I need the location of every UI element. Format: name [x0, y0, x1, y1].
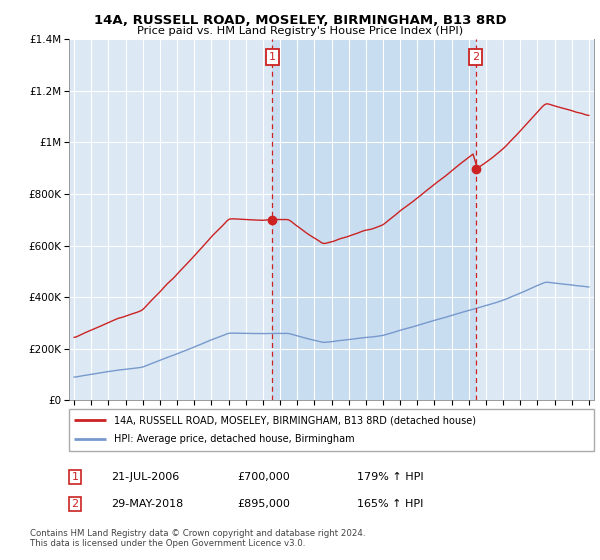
Text: Contains HM Land Registry data © Crown copyright and database right 2024.
This d: Contains HM Land Registry data © Crown c… [30, 529, 365, 548]
Text: 14A, RUSSELL ROAD, MOSELEY, BIRMINGHAM, B13 8RD: 14A, RUSSELL ROAD, MOSELEY, BIRMINGHAM, … [94, 14, 506, 27]
Text: 21-JUL-2006: 21-JUL-2006 [111, 472, 179, 482]
Text: 29-MAY-2018: 29-MAY-2018 [111, 499, 183, 509]
Text: £700,000: £700,000 [237, 472, 290, 482]
Text: 1: 1 [71, 472, 79, 482]
Text: 179% ↑ HPI: 179% ↑ HPI [357, 472, 424, 482]
Bar [272, 39, 476, 400]
Text: 165% ↑ HPI: 165% ↑ HPI [357, 499, 424, 509]
Text: 14A, RUSSELL ROAD, MOSELEY, BIRMINGHAM, B13 8RD (detached house): 14A, RUSSELL ROAD, MOSELEY, BIRMINGHAM, … [113, 415, 476, 425]
Text: Price paid vs. HM Land Registry's House Price Index (HPI): Price paid vs. HM Land Registry's House … [137, 26, 463, 36]
Text: HPI: Average price, detached house, Birmingham: HPI: Average price, detached house, Birm… [113, 435, 354, 445]
Text: 2: 2 [472, 52, 479, 62]
Text: 2: 2 [71, 499, 79, 509]
Text: 1: 1 [269, 52, 276, 62]
FancyBboxPatch shape [69, 409, 594, 451]
Text: £895,000: £895,000 [237, 499, 290, 509]
